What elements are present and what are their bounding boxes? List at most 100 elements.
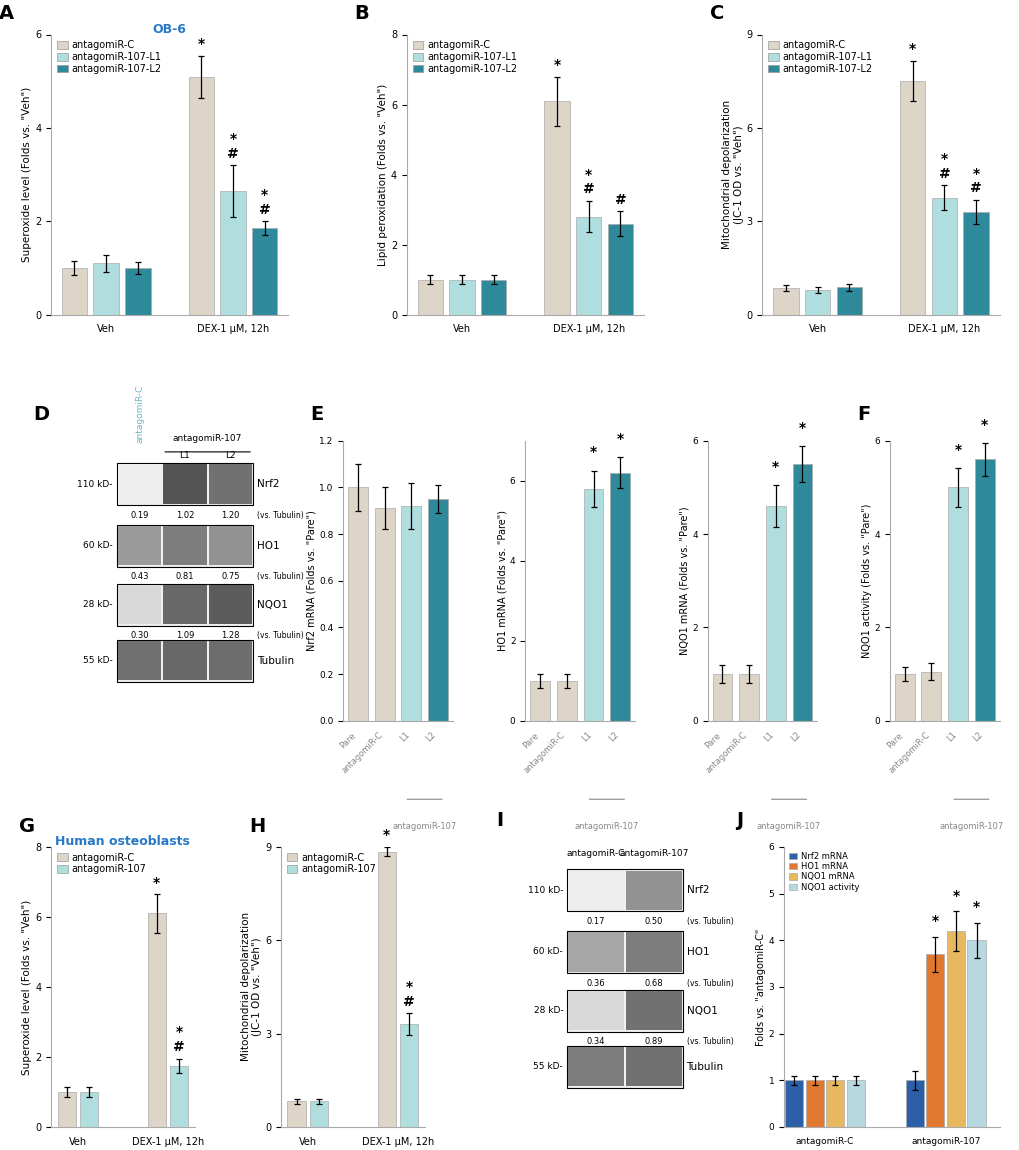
- Bar: [583, 489, 603, 721]
- Text: Nrf2: Nrf2: [686, 886, 708, 896]
- Legend: antagomiR-C, antagomiR-107-L1, antagomiR-107-L2: antagomiR-C, antagomiR-107-L1, antagomiR…: [766, 39, 873, 75]
- Y-axis label: Superoxide level (Folds vs. "Veh"): Superoxide level (Folds vs. "Veh"): [22, 87, 33, 262]
- Bar: [117, 639, 253, 682]
- Bar: [785, 1080, 803, 1127]
- Legend: antagomiR-C, antagomiR-107: antagomiR-C, antagomiR-107: [56, 852, 147, 875]
- Bar: [568, 871, 624, 910]
- Text: #: #: [173, 1040, 184, 1055]
- Bar: [899, 82, 924, 315]
- Text: HO1: HO1: [257, 540, 280, 551]
- Text: (vs. Tubulin): (vs. Tubulin): [686, 979, 733, 988]
- Bar: [946, 930, 964, 1127]
- Text: *: *: [589, 445, 596, 460]
- Bar: [626, 1048, 682, 1087]
- Bar: [825, 1080, 844, 1127]
- Bar: [118, 465, 161, 504]
- Bar: [567, 930, 682, 973]
- Text: 0.75: 0.75: [221, 573, 239, 582]
- Text: *: *: [261, 187, 268, 202]
- Text: G: G: [19, 816, 36, 836]
- Bar: [209, 641, 252, 680]
- Bar: [576, 216, 601, 315]
- Text: D: D: [34, 405, 50, 424]
- Bar: [948, 488, 967, 721]
- Bar: [118, 585, 161, 624]
- Bar: [925, 954, 944, 1127]
- Text: HO1: HO1: [686, 946, 708, 957]
- Bar: [209, 527, 252, 566]
- Text: antagomiR-107: antagomiR-107: [938, 821, 1003, 830]
- Bar: [568, 1048, 624, 1087]
- Bar: [765, 506, 785, 721]
- Text: 28 kD-: 28 kD-: [83, 600, 112, 610]
- Text: 0.68: 0.68: [644, 979, 662, 988]
- Bar: [846, 1080, 864, 1127]
- Bar: [974, 459, 994, 721]
- Text: (vs. Tubulin): (vs. Tubulin): [257, 511, 304, 520]
- Bar: [626, 933, 682, 972]
- Bar: [930, 198, 956, 315]
- Text: 0.89: 0.89: [644, 1037, 662, 1046]
- Bar: [163, 465, 206, 504]
- Text: *: *: [153, 875, 160, 889]
- Text: A: A: [0, 5, 14, 23]
- Bar: [544, 101, 570, 315]
- Text: (vs. Tubulin): (vs. Tubulin): [686, 1037, 733, 1046]
- Text: 55 kD-: 55 kD-: [83, 657, 112, 665]
- Bar: [417, 279, 442, 315]
- Bar: [125, 268, 151, 315]
- Legend: antagomiR-C, antagomiR-107: antagomiR-C, antagomiR-107: [285, 852, 377, 875]
- Y-axis label: HO1 mRNA (Folds vs. "Pare"): HO1 mRNA (Folds vs. "Pare"): [496, 511, 506, 651]
- Text: 1.02: 1.02: [175, 511, 194, 520]
- Text: 28 kD-: 28 kD-: [533, 1006, 562, 1015]
- Text: *: *: [980, 417, 987, 431]
- Bar: [626, 991, 682, 1030]
- Bar: [568, 991, 624, 1030]
- Text: *: *: [553, 58, 560, 72]
- Text: *: *: [229, 132, 236, 146]
- Y-axis label: Mitochondrial depolarization
(JC-1 OD vs. "Veh"): Mitochondrial depolarization (JC-1 OD vs…: [721, 100, 743, 250]
- Bar: [966, 941, 984, 1127]
- Text: *: *: [616, 432, 624, 446]
- Text: *: *: [972, 900, 979, 914]
- Text: 1.09: 1.09: [175, 631, 194, 641]
- Bar: [712, 674, 732, 721]
- Y-axis label: Mitochondrial depolarization
(JC-1 OD vs. "Veh"): Mitochondrial depolarization (JC-1 OD vs…: [240, 912, 262, 1061]
- Text: #: #: [937, 167, 950, 181]
- Bar: [117, 463, 253, 505]
- Text: Tubulin: Tubulin: [686, 1061, 722, 1072]
- Bar: [739, 674, 758, 721]
- Bar: [836, 288, 861, 315]
- Text: (vs. Tubulin): (vs. Tubulin): [257, 573, 304, 582]
- Text: antagomiR-107: antagomiR-107: [574, 821, 638, 830]
- Bar: [117, 524, 253, 567]
- Bar: [556, 681, 576, 721]
- Text: *: *: [908, 43, 915, 56]
- Text: *: *: [940, 152, 947, 167]
- Bar: [568, 933, 624, 972]
- Bar: [163, 585, 206, 624]
- Bar: [567, 990, 682, 1032]
- Text: #: #: [582, 182, 594, 197]
- Text: antagomiR-C: antagomiR-C: [135, 385, 144, 444]
- Text: 60 kD-: 60 kD-: [83, 542, 112, 550]
- Text: 0.36: 0.36: [586, 979, 604, 988]
- Text: 110 kD-: 110 kD-: [76, 480, 112, 489]
- Text: 1.28: 1.28: [221, 631, 239, 641]
- Text: 1.20: 1.20: [221, 511, 239, 520]
- Bar: [377, 851, 395, 1127]
- Text: 0.17: 0.17: [586, 917, 604, 926]
- Y-axis label: Superoxide level (Folds vs. "Veh"): Superoxide level (Folds vs. "Veh"): [22, 899, 33, 1074]
- Bar: [170, 1066, 189, 1127]
- Bar: [792, 465, 811, 721]
- Text: *: *: [798, 421, 805, 435]
- Bar: [567, 1045, 682, 1088]
- Bar: [428, 499, 447, 721]
- Bar: [220, 191, 246, 315]
- Bar: [310, 1102, 328, 1127]
- Text: antagomiR-107: antagomiR-107: [392, 821, 457, 830]
- Bar: [347, 488, 368, 721]
- Text: NQO1: NQO1: [257, 599, 288, 610]
- Text: *: *: [383, 828, 390, 842]
- Text: (vs. Tubulin): (vs. Tubulin): [257, 631, 304, 641]
